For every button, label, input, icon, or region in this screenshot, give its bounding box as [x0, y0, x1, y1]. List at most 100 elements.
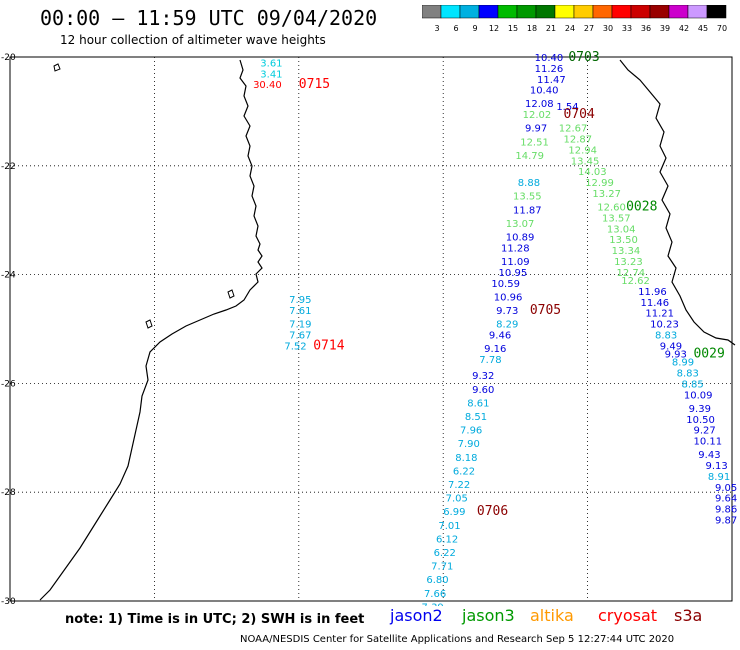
lat-tick-label: -22 — [1, 162, 16, 172]
wave-height-label: 13.04 — [607, 224, 636, 235]
pass-time-label: 0706 — [477, 504, 508, 519]
wave-height-label: 12.99 — [585, 178, 614, 189]
wave-height-label: 3.41 — [260, 69, 282, 80]
wave-height-label: 11.87 — [513, 205, 542, 216]
wave-height-label: 14.79 — [515, 151, 544, 162]
scale-swatch — [706, 5, 727, 19]
wave-height-label: 8.51 — [465, 412, 487, 423]
wave-height-label: 12.08 — [525, 99, 554, 110]
wave-height-label: 10.11 — [693, 437, 722, 448]
wave-height-label: 8.83 — [677, 369, 699, 380]
note-text: note: 1) Time is in UTC; 2) SWH is in fe… — [65, 612, 365, 627]
island-south — [145, 319, 153, 329]
scale-label: 39 — [660, 24, 670, 33]
wave-height-label: 8.91 — [708, 472, 730, 483]
wave-height-label: 9.60 — [472, 385, 494, 396]
lat-tick-label: -26 — [1, 379, 16, 389]
pass-time-label: 0029 — [693, 346, 724, 361]
scale-label: 15 — [508, 24, 518, 33]
wave-height-label: 10.59 — [491, 279, 520, 290]
wave-height-label: 30.40 — [253, 80, 282, 91]
wave-height-label: 12.60 — [597, 203, 626, 214]
wave-height-label: 8.29 — [496, 320, 518, 331]
wave-height-label: 9.64 — [715, 494, 737, 505]
wave-height-label: 11.28 — [501, 243, 530, 254]
wave-height-label: 8.88 — [518, 178, 540, 189]
scale-label: 6 — [453, 24, 458, 33]
wave-height-label: 9.27 — [693, 426, 715, 437]
wave-height-label: 6.22 — [453, 466, 475, 477]
wave-height-label: 13.23 — [614, 257, 643, 268]
lat-tick-label: -24 — [1, 271, 16, 281]
wave-height-label: 9.39 — [689, 404, 711, 415]
scale-label: 42 — [679, 24, 689, 33]
wave-height-label: 8.85 — [681, 379, 703, 390]
map-subtitle: 12 hour collection of altimeter wave hei… — [60, 33, 326, 47]
wave-height-label: 11.46 — [641, 298, 670, 309]
wave-height-label: 9.43 — [698, 450, 720, 461]
scale-label: 24 — [565, 24, 575, 33]
wave-height-label: 11.21 — [645, 309, 674, 320]
wave-height-label: 10.96 — [494, 292, 523, 303]
wave-height-label: 7.39 — [422, 602, 444, 606]
wave-height-label: 13.55 — [513, 192, 542, 203]
scale-label: 3 — [434, 24, 439, 33]
wave-height-label: 7.61 — [289, 306, 311, 317]
wave-height-label: 13.07 — [506, 219, 535, 230]
plot-frame — [9, 56, 733, 602]
lat-tick-label: -30 — [1, 597, 16, 606]
wave-height-label: 13.50 — [609, 235, 638, 246]
wave-height-label: 12.51 — [520, 137, 549, 148]
satellite-jason2-label: jason2 — [390, 606, 443, 625]
wave-height-label: 9.49 — [660, 341, 682, 352]
wave-height-label: 10.40 — [530, 86, 559, 97]
satellite-cryosat-label: cryosat — [598, 606, 658, 625]
wave-height-label: 8.83 — [655, 330, 677, 341]
satellite-s3a-label: s3a — [674, 606, 703, 625]
satellite-altika-label: altika — [530, 606, 574, 625]
wave-height-label: 11.09 — [501, 257, 530, 268]
footer-credit: NOAA/NESDIS Center for Satellite Applica… — [240, 634, 675, 645]
wave-height-label: 12.62 — [621, 276, 650, 287]
wave-height-label: 13.34 — [612, 246, 641, 257]
wave-height-label: 12.74 — [616, 268, 645, 279]
pass-time-label: 0705 — [530, 303, 561, 318]
wave-height-label: 1.54 — [556, 102, 578, 113]
wave-height-label: 8.18 — [455, 453, 477, 464]
wave-height-label: 7.52 — [284, 341, 306, 352]
pass-time-label: 0715 — [299, 77, 330, 92]
wave-height-label: 9.05 — [715, 483, 737, 494]
scale-label: 12 — [489, 24, 499, 33]
scale-label: 27 — [584, 24, 594, 33]
wave-height-label: 7.90 — [458, 439, 480, 450]
madagascar-coastline — [619, 59, 736, 346]
wave-height-label: 7.71 — [431, 562, 453, 573]
wave-height-label: 6.12 — [436, 534, 458, 545]
wave-height-label: 7.96 — [460, 426, 482, 437]
graticule — [9, 56, 733, 602]
wave-height-label: 11.26 — [535, 64, 564, 75]
wave-height-label: 10.40 — [535, 53, 564, 64]
wave-height-label: 6.99 — [443, 507, 465, 518]
island-mid — [227, 289, 235, 299]
wave-height-label: 9.73 — [496, 306, 518, 317]
scale-label: 30 — [603, 24, 613, 33]
pass-time-label: 0028 — [626, 200, 657, 215]
wave-height-label: 8.61 — [467, 398, 489, 409]
scale-label: 9 — [472, 24, 477, 33]
wave-height-label: 7.78 — [479, 355, 501, 366]
wave-height-label: 12.87 — [564, 135, 593, 146]
scale-label: 36 — [641, 24, 651, 33]
wave-height-label: 12.02 — [523, 110, 552, 121]
wave-height-label: 6.80 — [426, 575, 448, 586]
wave-height-label: 9.87 — [715, 515, 737, 526]
wave-height-label: 14.03 — [578, 167, 607, 178]
wave-height-label: 12.94 — [568, 145, 597, 156]
wave-height-label: 7.66 — [424, 589, 446, 600]
scale-label: 70 — [717, 24, 727, 33]
wave-height-label: 7.67 — [289, 330, 311, 341]
wave-height-label: 9.46 — [489, 330, 511, 341]
